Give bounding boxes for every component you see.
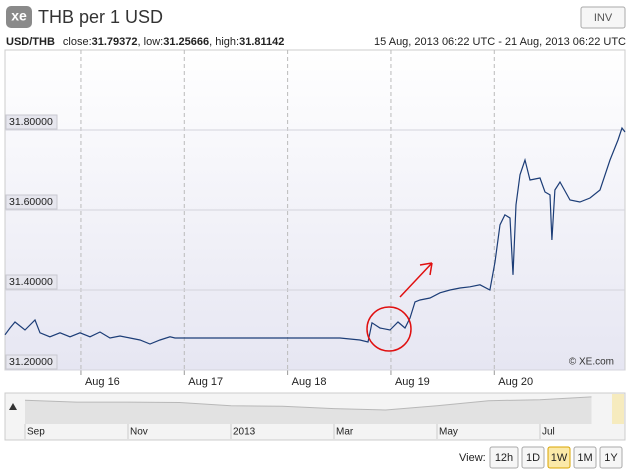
close-value: 31.79372 [92, 36, 138, 48]
nav-line [24, 396, 592, 411]
nav-area [25, 396, 592, 424]
x-tick-label: Aug 19 [395, 376, 430, 388]
annotation-circle [366, 306, 412, 352]
annotation-arrow [399, 262, 433, 298]
view-option: 12h [495, 452, 513, 464]
date-range: 15 Aug, 2013 06:22 UTC - 21 Aug, 2013 06… [374, 36, 626, 48]
low-value: 31.25666 [163, 36, 209, 48]
main-chart: Aug 16 Aug 17 Aug 18 Aug 19 Aug 20 31.20000 31… [4, 50, 626, 388]
low-label: , low: [138, 36, 164, 48]
y-tick-box [5, 274, 58, 290]
x-tick-label: Aug 17 [188, 376, 223, 388]
view-button[interactable] [521, 446, 545, 469]
x-tick-label: Aug 18 [292, 376, 327, 388]
price-line [4, 126, 626, 345]
nav-tick-label: Jul [542, 427, 555, 438]
y-tick-label: 31.20000 [9, 356, 53, 368]
view-button[interactable] [547, 446, 571, 469]
navigator-handle[interactable] [9, 403, 17, 410]
inv-label: INV [594, 12, 613, 24]
y-tick-label: 31.60000 [9, 196, 53, 208]
view-button[interactable] [489, 446, 519, 469]
pair: USD/THB [6, 36, 55, 48]
nav-tick-label: Nov [130, 427, 148, 438]
view-option: 1M [577, 452, 592, 464]
nav-tick-label: Sep [27, 427, 45, 438]
y-tick-box [5, 194, 58, 210]
y-tick-box [5, 354, 58, 370]
view-controls: View: 12h 1D 1W 1M 1Y [459, 446, 623, 469]
view-option: 1Y [604, 452, 618, 464]
logo: xe [11, 8, 27, 24]
high-label: , high: [209, 36, 239, 48]
close-label: close: [63, 36, 92, 48]
logo-badge [6, 6, 32, 28]
y-tick-label: 31.80000 [9, 116, 53, 128]
y-tick-label: 31.40000 [9, 276, 53, 288]
x-tick-label: Aug 16 [85, 376, 120, 388]
view-label: View: [459, 452, 486, 464]
title: THB per 1 USD [38, 7, 163, 27]
credit: © XE.com [569, 357, 614, 368]
navigator-chart: Sep Nov 2013 Mar May Jul [24, 396, 592, 439]
high-value: 31.81142 [239, 36, 284, 48]
info-line: USD/THB close:31.79372, low:31.25666, hig… [6, 36, 284, 48]
y-tick-box [5, 114, 58, 130]
nav-tick-label: Mar [336, 427, 354, 438]
navigator-selection[interactable] [612, 394, 624, 424]
view-option: 1W [551, 452, 568, 464]
view-button[interactable] [573, 446, 597, 469]
inv-button[interactable] [580, 6, 626, 29]
view-option: 1D [526, 452, 540, 464]
nav-tick-label: May [439, 427, 458, 438]
view-button[interactable] [599, 446, 623, 469]
nav-tick-label: 2013 [233, 427, 256, 438]
x-tick-label: Aug 20 [498, 376, 533, 388]
